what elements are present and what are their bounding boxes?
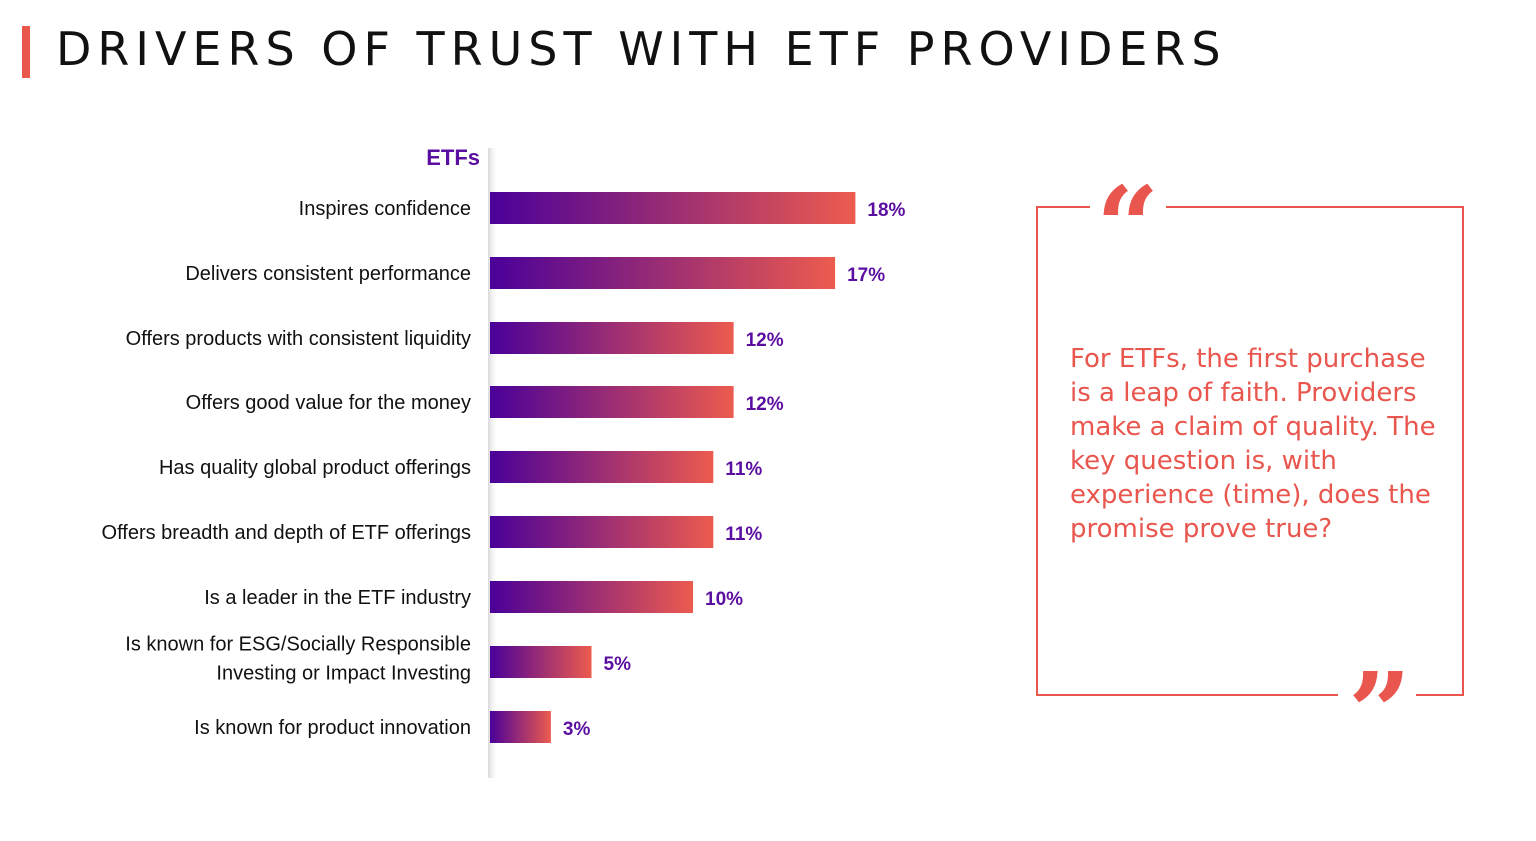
bar <box>490 386 734 418</box>
value-label: 11% <box>725 524 762 545</box>
value-label: 3% <box>563 719 591 740</box>
title-accent-bar <box>22 26 30 78</box>
quote-border-right <box>1462 206 1464 696</box>
category-label: Offers good value for the money <box>186 392 471 414</box>
category-label: Delivers consistent performance <box>185 263 471 285</box>
bar <box>490 516 714 548</box>
quote-border-top-left <box>1036 206 1090 208</box>
value-label: 5% <box>604 654 632 675</box>
category-label: Is known for ESG/Socially Responsible Inv… <box>125 634 471 685</box>
close-quote-icon: ” <box>1348 648 1412 777</box>
bar <box>490 581 693 613</box>
bar-chart: ETFs 18% Inspires confidence 17% Delivers co… <box>102 145 906 778</box>
category-label: Inspires confidence <box>299 198 471 220</box>
value-label: 12% <box>746 330 784 351</box>
bar <box>490 451 714 483</box>
bar <box>490 646 592 678</box>
category-label: Has quality global product offerings <box>159 457 471 479</box>
bar <box>490 711 551 743</box>
category-label: Is a leader in the ETF industry <box>204 587 471 609</box>
bar <box>490 192 856 224</box>
value-label: 17% <box>847 265 885 286</box>
value-label: 12% <box>746 394 784 415</box>
category-label: Offers breadth and depth of ETF offering… <box>102 522 471 544</box>
quote-box: “ ” For ETFs, the first purchase is a le… <box>1036 172 1464 768</box>
quote-border-bottom-left <box>1036 694 1338 696</box>
quote-border-top-right <box>1166 206 1464 208</box>
open-quote-icon: “ <box>1096 162 1160 291</box>
page-title: DRIVERS OF TRUST WITH ETF PROVIDERS <box>56 22 1227 76</box>
series-label: ETFs <box>426 145 480 170</box>
bar <box>490 257 836 289</box>
value-label: 18% <box>867 200 905 221</box>
quote-border-bottom-right <box>1416 694 1464 696</box>
category-label: Is known for product innovation <box>194 717 471 739</box>
category-label: Offers products with consistent liquidit… <box>126 328 471 350</box>
quote-text: For ETFs, the first purchase is a leap o… <box>1070 344 1436 544</box>
value-label: 11% <box>725 459 762 480</box>
bar <box>490 322 734 354</box>
quote-border-left <box>1036 206 1038 696</box>
value-label: 10% <box>705 589 743 610</box>
